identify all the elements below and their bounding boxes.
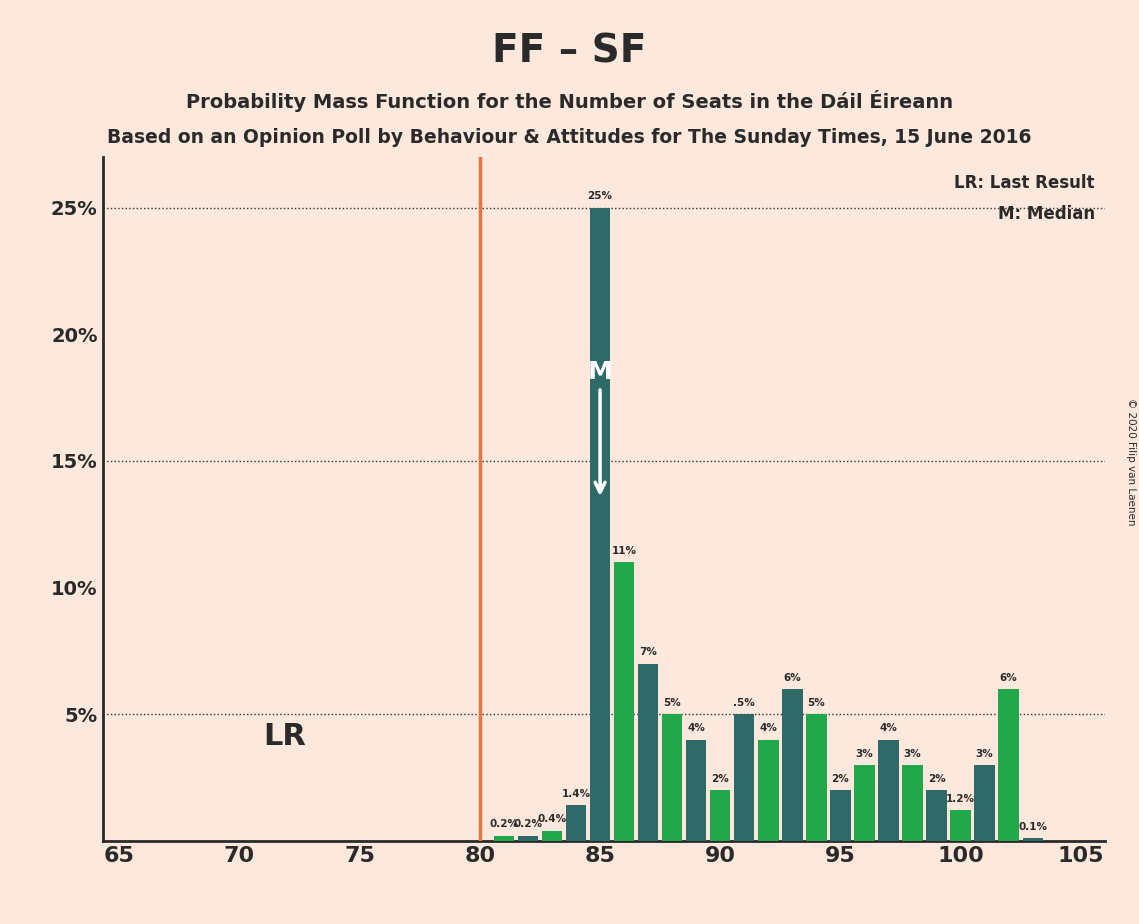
Bar	[1023, 838, 1043, 841]
Bar	[830, 790, 851, 841]
Bar	[878, 739, 899, 841]
Bar	[975, 765, 994, 841]
Text: 6%: 6%	[784, 673, 801, 683]
Text: 4%: 4%	[760, 723, 777, 734]
Text: LR: Last Result: LR: Last Result	[954, 175, 1095, 192]
Text: 0.1%: 0.1%	[1018, 822, 1047, 832]
Bar	[999, 689, 1019, 841]
Text: 1.4%: 1.4%	[562, 789, 591, 799]
Text: 0.4%: 0.4%	[538, 814, 566, 824]
Text: 25%: 25%	[588, 191, 613, 201]
Text: 3%: 3%	[976, 748, 993, 759]
Bar	[686, 739, 706, 841]
Text: 3%: 3%	[855, 748, 874, 759]
Bar	[710, 790, 730, 841]
Text: 2%: 2%	[927, 774, 945, 784]
Bar	[806, 714, 827, 841]
Text: 7%: 7%	[639, 647, 657, 657]
Bar	[542, 831, 563, 841]
Bar	[734, 714, 754, 841]
Bar	[662, 714, 682, 841]
Text: 4%: 4%	[879, 723, 898, 734]
Text: 5%: 5%	[808, 698, 826, 708]
Bar	[782, 689, 803, 841]
Text: 2%: 2%	[712, 774, 729, 784]
Text: 6%: 6%	[1000, 673, 1017, 683]
Bar	[493, 836, 514, 841]
Text: 0.2%: 0.2%	[514, 820, 542, 830]
Bar	[902, 765, 923, 841]
Text: LR: LR	[263, 722, 306, 750]
Bar	[926, 790, 947, 841]
Text: 2%: 2%	[831, 774, 850, 784]
Text: M: Median: M: Median	[998, 205, 1095, 223]
Text: Probability Mass Function for the Number of Seats in the Dáil Éireann: Probability Mass Function for the Number…	[186, 90, 953, 112]
Bar	[950, 810, 970, 841]
Text: 11%: 11%	[612, 546, 637, 556]
Text: 0.2%: 0.2%	[490, 820, 518, 830]
Text: © 2020 Filip van Laenen: © 2020 Filip van Laenen	[1126, 398, 1136, 526]
Text: .5%: .5%	[734, 698, 755, 708]
Bar	[614, 563, 634, 841]
Bar	[590, 208, 611, 841]
Bar	[518, 836, 538, 841]
Bar	[854, 765, 875, 841]
Text: 4%: 4%	[687, 723, 705, 734]
Text: 1.2%: 1.2%	[947, 794, 975, 804]
Text: Based on an Opinion Poll by Behaviour & Attitudes for The Sunday Times, 15 June : Based on an Opinion Poll by Behaviour & …	[107, 128, 1032, 147]
Bar	[759, 739, 779, 841]
Text: FF – SF: FF – SF	[492, 32, 647, 70]
Bar	[566, 806, 587, 841]
Text: 5%: 5%	[663, 698, 681, 708]
Text: M: M	[588, 360, 613, 492]
Text: 3%: 3%	[903, 748, 921, 759]
Bar	[638, 663, 658, 841]
